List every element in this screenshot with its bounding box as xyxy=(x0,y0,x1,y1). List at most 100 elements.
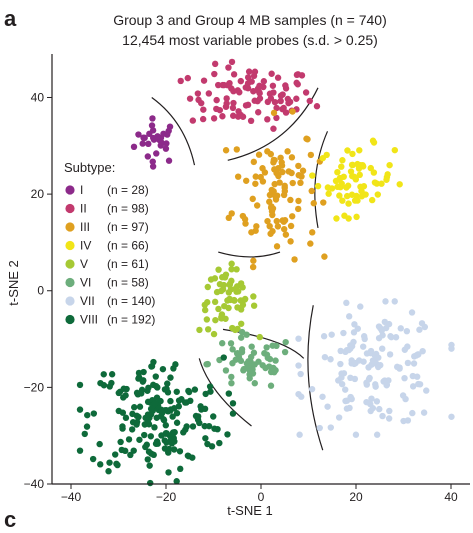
data-point xyxy=(187,397,194,405)
data-point xyxy=(373,431,381,438)
data-point xyxy=(203,316,211,323)
data-point xyxy=(234,173,242,180)
y-tick-label: −40 xyxy=(24,477,45,491)
data-point xyxy=(268,70,275,77)
data-point xyxy=(391,146,399,154)
data-point xyxy=(152,373,159,380)
data-point xyxy=(343,347,351,354)
data-point xyxy=(164,131,171,138)
data-point xyxy=(297,179,304,187)
data-point xyxy=(403,327,411,335)
data-point xyxy=(255,88,263,96)
series-III xyxy=(222,108,328,271)
data-point xyxy=(285,168,292,175)
data-point xyxy=(376,405,383,413)
data-point xyxy=(250,72,258,80)
data-point xyxy=(316,424,323,432)
data-point xyxy=(138,390,145,397)
data-point xyxy=(343,299,350,307)
data-point xyxy=(153,414,160,421)
data-point xyxy=(213,105,220,113)
data-point xyxy=(228,266,235,273)
data-point xyxy=(244,85,252,92)
data-point xyxy=(177,77,184,85)
data-point xyxy=(348,161,356,169)
data-point xyxy=(386,161,393,169)
data-point xyxy=(269,211,276,219)
data-point xyxy=(122,414,130,422)
data-point xyxy=(370,169,378,176)
data-point xyxy=(125,436,133,443)
data-point xyxy=(267,382,275,389)
data-point xyxy=(365,364,372,371)
data-point xyxy=(354,160,361,168)
data-point xyxy=(324,403,331,410)
cluster-boundary xyxy=(151,96,196,166)
data-point xyxy=(225,64,232,71)
data-point xyxy=(140,368,147,376)
data-point xyxy=(250,257,257,264)
data-point xyxy=(409,383,417,390)
data-point xyxy=(216,439,223,447)
data-point xyxy=(215,266,222,273)
data-point xyxy=(321,253,328,260)
data-point xyxy=(268,186,275,194)
data-point xyxy=(273,104,280,112)
series-IV xyxy=(309,137,403,222)
data-point xyxy=(130,143,138,151)
legend-entry-count: (n = 28) xyxy=(107,183,149,197)
data-point xyxy=(448,341,455,349)
data-point xyxy=(338,163,345,170)
x-tick-label: 20 xyxy=(349,490,363,504)
data-point xyxy=(100,371,107,378)
data-point xyxy=(350,173,358,181)
data-point xyxy=(118,446,125,454)
data-point xyxy=(423,387,430,394)
data-point xyxy=(295,197,302,205)
data-point xyxy=(314,182,322,190)
data-point xyxy=(151,424,158,431)
series-II xyxy=(177,58,321,132)
data-point xyxy=(279,168,286,176)
data-point xyxy=(294,71,302,78)
data-point xyxy=(238,346,246,353)
data-point xyxy=(150,358,157,366)
data-point xyxy=(248,343,255,350)
data-point xyxy=(381,377,388,384)
data-point xyxy=(165,445,173,453)
data-point xyxy=(207,276,215,283)
data-point xyxy=(388,333,395,341)
data-point xyxy=(278,159,285,166)
data-point xyxy=(161,386,169,393)
data-point xyxy=(375,363,382,371)
data-point xyxy=(303,135,310,142)
data-point xyxy=(97,461,104,468)
data-point xyxy=(153,150,160,157)
legend-entry-count: (n = 140) xyxy=(107,294,155,308)
data-point xyxy=(112,451,119,458)
data-point xyxy=(256,95,264,102)
data-point xyxy=(244,74,252,81)
cluster-boundary xyxy=(314,131,329,229)
data-point xyxy=(408,309,416,316)
data-point xyxy=(255,109,262,116)
data-point xyxy=(222,147,230,154)
data-point xyxy=(223,95,230,102)
x-tick-label: −20 xyxy=(156,490,177,504)
data-point xyxy=(202,435,209,442)
data-point xyxy=(136,403,144,410)
data-point xyxy=(361,335,368,343)
data-point xyxy=(157,138,165,146)
data-point xyxy=(281,348,289,356)
data-point xyxy=(100,382,108,389)
data-point xyxy=(379,345,386,352)
data-point xyxy=(250,302,258,309)
data-point xyxy=(239,301,247,309)
data-point xyxy=(185,453,192,460)
data-point xyxy=(274,223,282,230)
data-point xyxy=(189,423,197,430)
cluster-boundary xyxy=(198,358,252,427)
legend-entry-count: (n = 66) xyxy=(107,239,149,253)
data-point xyxy=(229,112,237,119)
data-point xyxy=(291,256,298,263)
